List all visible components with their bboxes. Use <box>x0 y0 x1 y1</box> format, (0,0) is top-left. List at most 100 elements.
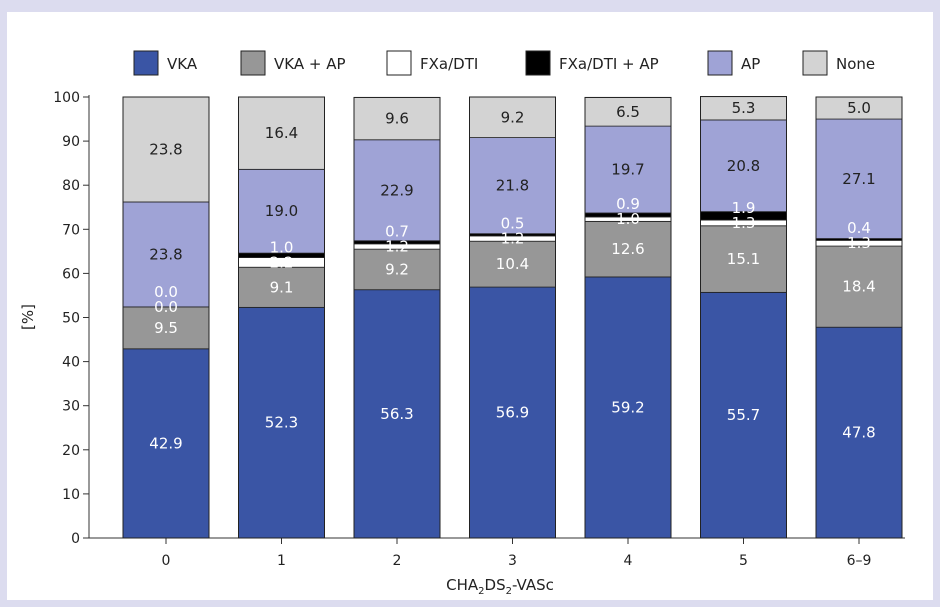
data-label-vka: 52.3 <box>265 414 298 432</box>
bar-segment-vka <box>815 326 903 539</box>
x-tick-label: 2 <box>393 553 402 569</box>
x-tick-label: 6–9 <box>847 553 872 569</box>
x-axis-label: CHA2DS2-VASc <box>446 576 554 597</box>
y-tick-label: 40 <box>62 355 80 371</box>
bar-outline <box>700 96 787 539</box>
bar-segment-ap <box>238 168 325 254</box>
bar-segment-ap <box>469 137 556 235</box>
bar-segment-vka-ap <box>700 225 787 293</box>
bar-outline <box>815 96 903 539</box>
bar-segment-vka <box>469 286 556 539</box>
y-tick-label: 50 <box>62 311 80 327</box>
data-label-fxa-dti: 1.3 <box>732 214 756 232</box>
data-label-vka-ap: 10.4 <box>496 255 529 273</box>
data-label-fxa-dti-ap: 1.9 <box>732 199 756 217</box>
bars: 42.99.50.00.023.823.852.39.12.21.019.016… <box>122 96 903 539</box>
x-tick-label: 5 <box>739 553 748 569</box>
y-tick-label: 100 <box>53 90 80 106</box>
bar-outline <box>584 96 672 539</box>
legend-label-vka-ap: VKA + AP <box>274 55 346 73</box>
y-tick-label: 70 <box>62 222 80 238</box>
bar-outline <box>353 96 441 539</box>
x-tick-label: 3 <box>508 553 517 569</box>
data-label-vka: 42.9 <box>149 434 182 452</box>
bar-segment-vka-ap <box>584 220 672 278</box>
data-label-vka-ap: 9.5 <box>154 319 178 337</box>
bar-outline <box>238 96 325 539</box>
data-label-fxa-dti: 0.0 <box>154 298 178 316</box>
bar-segment-none <box>584 97 672 127</box>
data-label-ap: 19.7 <box>611 161 644 179</box>
legend: VKA VKA + AP FXa/DTI FXa/DTI + AP AP None <box>133 50 875 76</box>
y-tick-label: 90 <box>62 134 80 150</box>
data-label-fxa-dti-ap: 0.7 <box>385 222 409 240</box>
data-label-vka-ap: 18.4 <box>842 278 875 296</box>
data-label-vka-ap: 15.1 <box>727 250 760 268</box>
data-label-vka-ap: 9.2 <box>385 260 409 278</box>
legend-label-ap: AP <box>741 55 760 73</box>
bar-segment-vka <box>700 291 787 539</box>
data-label-ap: 19.0 <box>265 202 298 220</box>
data-label-ap: 22.9 <box>380 181 413 199</box>
y-tick-label: 0 <box>71 531 80 547</box>
data-label-fxa-dti-ap: 0.4 <box>847 219 871 237</box>
data-label-none: 16.4 <box>265 124 298 142</box>
x-tick-label: 0 <box>162 553 171 569</box>
x-tick-label: 4 <box>624 553 633 569</box>
bar-segment-vka-ap <box>122 306 210 350</box>
data-label-none: 9.6 <box>385 110 409 128</box>
bar-segment-vka <box>353 289 441 539</box>
bar-outline <box>469 96 556 539</box>
legend-swatch-none <box>802 50 828 76</box>
data-label-vka: 59.2 <box>611 398 644 416</box>
legend-label-fxa-dti: FXa/DTI <box>420 55 478 73</box>
data-label-none: 5.0 <box>847 99 871 117</box>
y-tick-label: 60 <box>62 266 80 282</box>
y-tick-label: 10 <box>62 487 80 503</box>
legend-swatch-ap <box>707 50 733 76</box>
data-label-none: 5.3 <box>732 99 756 117</box>
x-tick-label: 1 <box>277 553 286 569</box>
data-label-vka: 47.8 <box>842 424 875 442</box>
data-label-none: 6.5 <box>616 103 640 121</box>
bar-segment-none <box>353 97 441 141</box>
data-label-fxa-dti: 1.0 <box>616 210 640 228</box>
data-label-vka: 56.9 <box>496 404 529 422</box>
legend-swatch-fxa-dti-ap <box>525 50 551 76</box>
data-label-fxa-dti-ap: 0.0 <box>154 283 178 301</box>
y-tick-label: 80 <box>62 178 80 194</box>
data-label-fxa-dti-ap: 1.0 <box>270 238 294 256</box>
bar-outline <box>122 96 210 539</box>
y-tick-label: 30 <box>62 399 80 415</box>
data-label-fxa-dti: 1.2 <box>501 230 525 248</box>
data-label-fxa-dti: 2.2 <box>270 253 294 271</box>
bar-segment-vka <box>238 306 325 539</box>
data-label-fxa-dti-ap: 0.5 <box>501 215 525 233</box>
data-label-fxa-dti-ap: 0.9 <box>616 195 640 213</box>
data-label-ap: 20.8 <box>727 157 760 175</box>
data-label-none: 23.8 <box>149 140 182 158</box>
legend-label-vka: VKA <box>167 55 198 73</box>
data-label-vka: 55.7 <box>727 406 760 424</box>
data-label-ap: 27.1 <box>842 170 875 188</box>
data-label-ap: 23.8 <box>149 245 182 263</box>
y-axis-label: [%] <box>19 304 37 330</box>
bar-segment-vka-ap <box>238 266 325 308</box>
legend-swatch-fxa-dti <box>386 50 412 76</box>
legend-swatch-vka <box>133 50 159 76</box>
data-label-none: 9.2 <box>501 108 525 126</box>
data-label-vka-ap: 9.1 <box>270 278 294 296</box>
bar-segment-ap <box>584 125 672 214</box>
bar-segment-vka-ap <box>815 245 903 328</box>
data-label-vka-ap: 12.6 <box>611 240 644 258</box>
data-label-fxa-dti: 1.3 <box>847 234 871 252</box>
data-label-fxa-dti: 1.2 <box>385 237 409 255</box>
data-label-ap: 21.8 <box>496 177 529 195</box>
bar-segment-ap <box>815 118 903 239</box>
y-tick-label: 20 <box>62 443 80 459</box>
legend-label-fxa-dti-ap: FXa/DTI + AP <box>559 55 659 73</box>
legend-swatch-vka-ap <box>240 50 266 76</box>
legend-label-none: None <box>836 55 875 73</box>
